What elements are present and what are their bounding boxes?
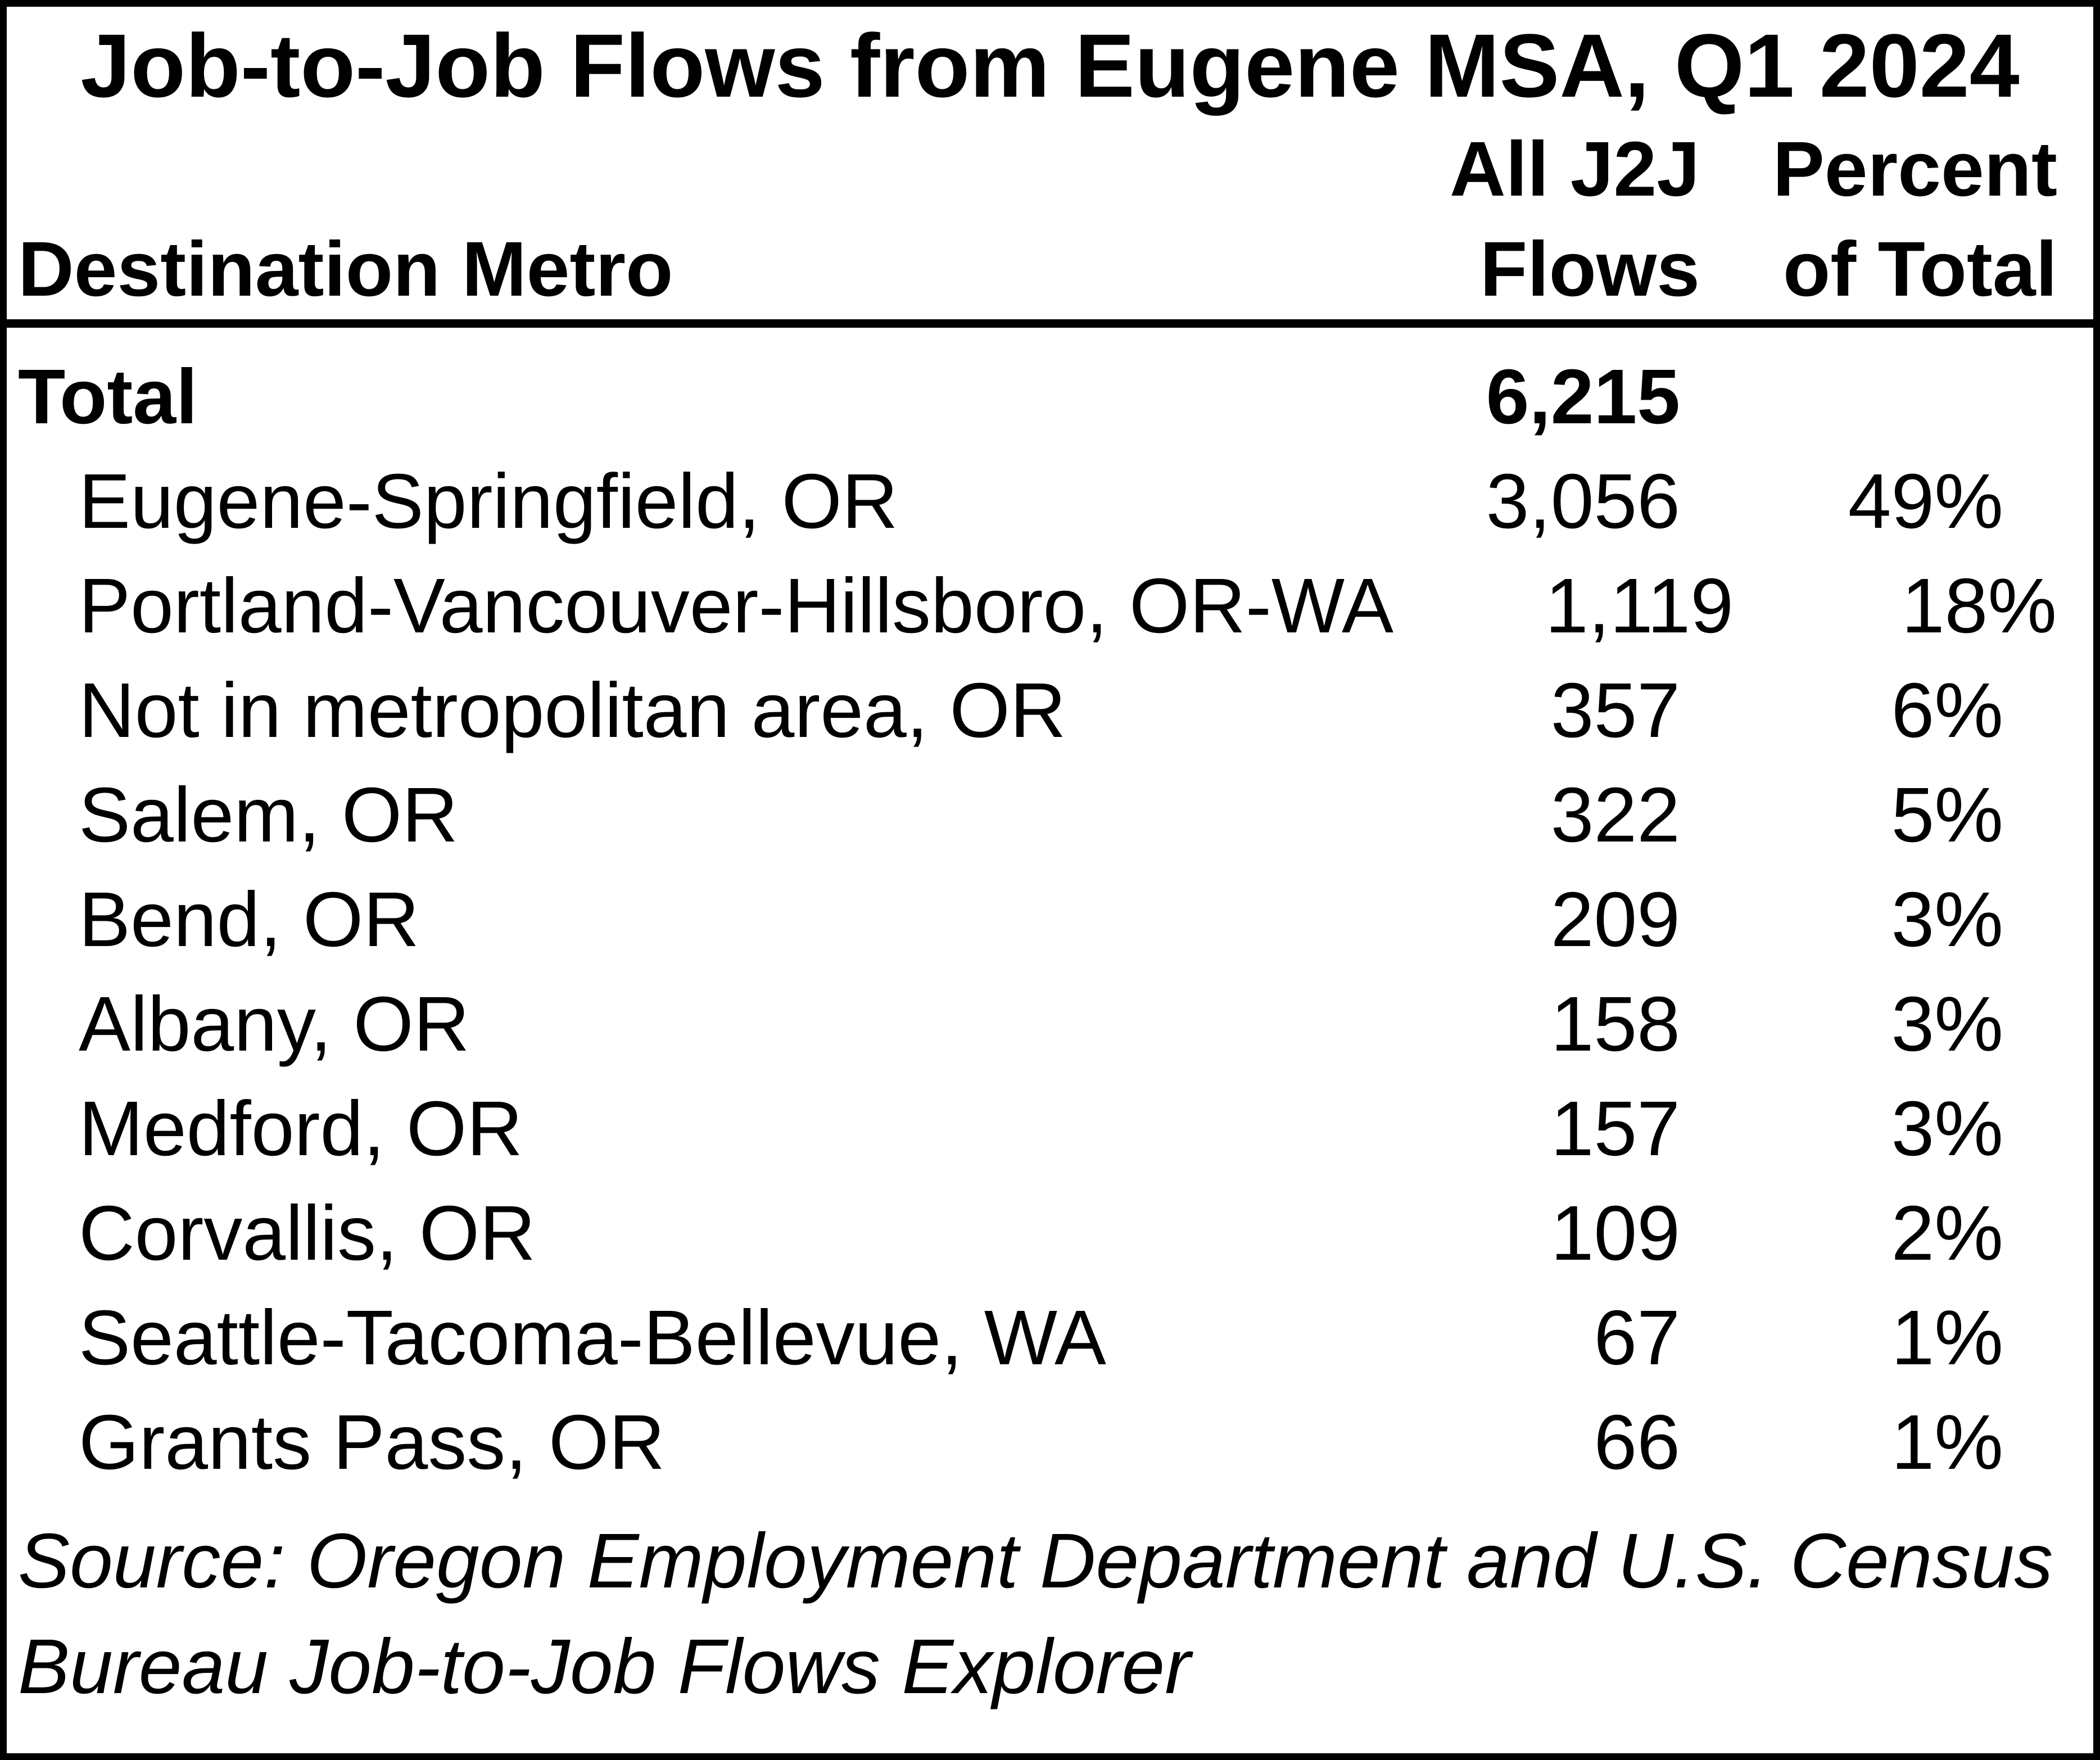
page-title: Job-to-Job Flows from Eugene MSA, Q1 202…	[80, 15, 2020, 116]
table-row: Not in metropolitan area, OR 357 6%	[7, 658, 2093, 763]
pct-cell: 2%	[1891, 1190, 2003, 1277]
table-row: Albany, OR 158 3%	[7, 972, 2093, 1076]
source-note-line2: Bureau Job-to-Job Flows Explorer	[18, 1623, 1191, 1710]
header-divider	[7, 319, 2093, 328]
column-header-all-j2j-flows: All J2J Flows	[1340, 119, 1700, 319]
metro-cell: Salem, OR	[79, 772, 458, 858]
metro-cell: Corvallis, OR	[79, 1190, 536, 1277]
column-header-pct-line1: Percent	[1772, 126, 2057, 212]
source-note-line1: Source: Oregon Employment Department and…	[18, 1518, 2053, 1604]
table-row: Portland-Vancouver-Hillsboro, OR-WA 1,11…	[7, 554, 2093, 658]
table-row: Seattle-Tacoma-Bellevue, WA 67 1%	[7, 1286, 2093, 1390]
flows-cell: 158	[1550, 981, 1680, 1067]
pct-cell: 1%	[1891, 1295, 2003, 1381]
table-row-total: Total 6,215	[7, 345, 2093, 449]
table-row: Corvallis, OR 109 2%	[7, 1181, 2093, 1286]
table-body: Total 6,215 Eugene-Springfield, OR 3,056…	[7, 328, 2093, 1495]
pct-cell: 3%	[1891, 1085, 2003, 1172]
pct-cell: 3%	[1891, 876, 2003, 963]
flows-cell: 209	[1550, 876, 1680, 963]
metro-cell: Medford, OR	[79, 1085, 523, 1172]
table-header-row: Destination Metro All J2J Flows Percent …	[7, 119, 2093, 319]
table-row: Salem, OR 322 5%	[7, 763, 2093, 867]
flows-cell: 66	[1594, 1399, 1681, 1486]
column-header-pct-line2: of Total	[1783, 226, 2057, 313]
column-header-flows-line2: Flows	[1479, 226, 1700, 313]
table-row: Eugene-Springfield, OR 3,056 49%	[7, 449, 2093, 554]
metro-cell: Total	[18, 354, 198, 440]
pct-cell: 49%	[1848, 458, 2003, 545]
flows-cell: 109	[1550, 1190, 1680, 1277]
metro-cell: Seattle-Tacoma-Bellevue, WA	[79, 1295, 1106, 1381]
pct-cell: 5%	[1891, 772, 2003, 858]
table-row: Bend, OR 209 3%	[7, 867, 2093, 972]
pct-cell	[1700, 345, 2093, 449]
flows-cell: 6,215	[1486, 354, 1680, 440]
metro-cell: Portland-Vancouver-Hillsboro, OR-WA	[79, 563, 1394, 649]
pct-cell: 3%	[1891, 981, 2003, 1067]
flows-cell: 3,056	[1486, 458, 1680, 545]
flows-cell: 322	[1550, 772, 1680, 858]
metro-cell: Not in metropolitan area, OR	[79, 667, 1066, 754]
flows-cell: 1,119	[1545, 563, 1734, 649]
column-header-percent-of-total: Percent of Total	[1700, 119, 2093, 319]
table-row: Grants Pass, OR 66 1%	[7, 1390, 2093, 1495]
pct-cell: 1%	[1891, 1399, 2003, 1486]
metro-cell: Grants Pass, OR	[79, 1399, 665, 1486]
metro-cell: Bend, OR	[79, 876, 419, 963]
column-header-flows-line1: All J2J	[1450, 126, 1700, 212]
table-row: Medford, OR 157 3%	[7, 1076, 2093, 1181]
metro-cell: Albany, OR	[79, 981, 470, 1067]
column-header-destination-metro: Destination Metro	[18, 226, 673, 313]
metro-cell: Eugene-Springfield, OR	[79, 458, 898, 545]
flows-cell: 67	[1594, 1295, 1681, 1381]
flows-cell: 157	[1550, 1085, 1680, 1172]
flows-cell: 357	[1550, 667, 1680, 754]
pct-cell: 18%	[1901, 563, 2057, 649]
source-note: Source: Oregon Employment Department and…	[7, 1508, 2093, 1720]
pct-cell: 6%	[1891, 667, 2003, 754]
